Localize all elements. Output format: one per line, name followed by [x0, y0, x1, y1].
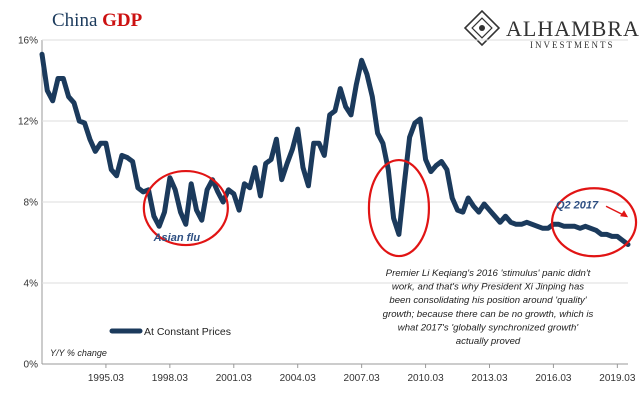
annotation-arrow: [605, 205, 625, 216]
annotation-circle-q2-2017: [550, 187, 638, 258]
annotation-note-line: Premier Li Keqiang's 2016 'stimulus' pan…: [386, 268, 591, 279]
legend: At Constant Prices: [109, 326, 231, 338]
x-tick-label: 1998.03: [152, 373, 189, 384]
annotation-note-line: work, and that's why President Xi Jinpin…: [392, 282, 584, 293]
x-axis-ticks: 1995.03 1998.03 2001.03 2004.03 2007.03 2010.…: [88, 364, 636, 384]
annotation-label-asian-flu: Asian flu: [153, 232, 201, 244]
annotation-arrowhead: [620, 210, 629, 218]
y-tick-label: 0%: [24, 360, 39, 371]
annotation-note-line: been consolidating his position around '…: [389, 295, 587, 306]
brand-sub: INVESTMENTS: [530, 40, 615, 50]
y-tick-label: 8%: [24, 198, 39, 209]
x-tick-label: 2001.03: [216, 373, 253, 384]
series-line-at-constant-prices: [39, 51, 631, 247]
alhambra-diamond-logo: [463, 9, 501, 47]
chart-title-part1: China: [52, 10, 102, 31]
y-tick-label: 16%: [18, 36, 38, 47]
x-tick-label: 1995.03: [88, 373, 125, 384]
annotation-note-line: what 2017's 'globally synchronized growt…: [398, 322, 580, 333]
x-tick-label: 2016.03: [535, 373, 572, 384]
annotations: Asian flu Q2 2017: [142, 158, 638, 258]
chart-title-part2: GDP: [102, 10, 143, 31]
y-tick-label: 4%: [24, 279, 39, 290]
annotation-label-q2-2017: Q2 2017: [556, 199, 599, 211]
annotation-note-line: actually proved: [456, 336, 521, 347]
chart-title: China GDP: [52, 10, 143, 31]
y-tick-label: 12%: [18, 117, 38, 128]
annotation-note-line: growth; because there can be no growth, …: [383, 309, 594, 320]
brand-name: ALHAMBRA: [506, 16, 640, 41]
y-axis-label: Y/Y % change: [50, 348, 107, 358]
x-tick-label: 2007.03: [344, 373, 381, 384]
x-tick-label: 2010.03: [407, 373, 444, 384]
annotation-note: Premier Li Keqiang's 2016 'stimulus' pan…: [383, 268, 594, 347]
x-tick-label: 2004.03: [280, 373, 317, 384]
y-axis-ticks: 0% 4% 8% 12% 16%: [18, 36, 628, 371]
annotation-circle-2008: [367, 158, 431, 258]
legend-label: At Constant Prices: [144, 326, 231, 338]
x-tick-label: 2013.03: [471, 373, 508, 384]
annotation-circle-asian-flu: [142, 169, 229, 247]
x-tick-label: 2019.03: [599, 373, 636, 384]
